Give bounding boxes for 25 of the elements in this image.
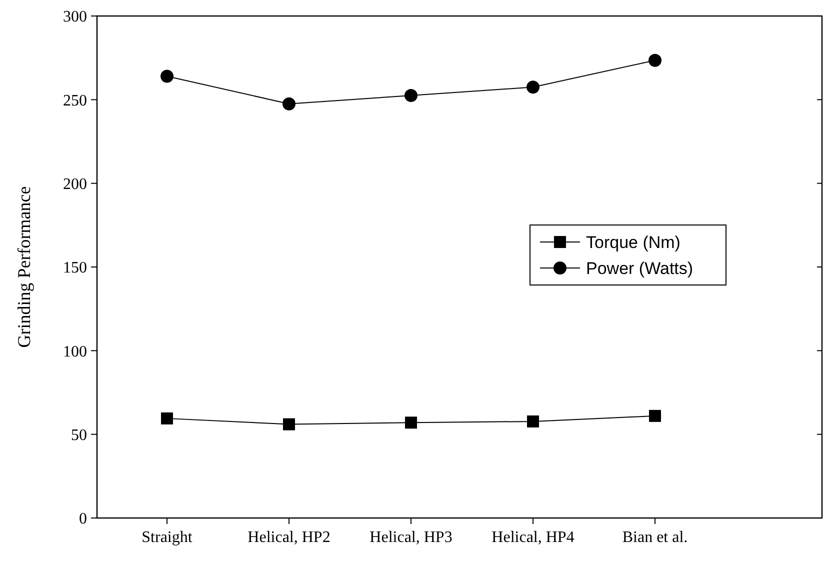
point [283, 418, 295, 430]
y-tick-label: 50 [71, 426, 87, 444]
y-tick-label: 0 [79, 510, 87, 528]
point [527, 415, 539, 428]
y-tick-label: 250 [63, 92, 87, 110]
point [282, 97, 296, 110]
legend-label: Power (Watts) [586, 258, 694, 278]
y-tick-label: 150 [63, 260, 87, 277]
y-tick-label: 200 [63, 176, 87, 193]
point [649, 410, 661, 422]
point [526, 80, 540, 94]
point [161, 412, 173, 424]
y-tick-label: 100 [63, 343, 87, 360]
point [160, 70, 174, 83]
x-tick-label: Helical, HP4 [492, 529, 574, 546]
point [405, 416, 417, 429]
point [404, 88, 418, 102]
x-tick-label: Straight [142, 529, 193, 546]
x-tick-label: Helical, HP3 [370, 529, 452, 546]
point [648, 54, 662, 67]
legend-label: Torque (Nm) [586, 232, 680, 252]
y-tick-label: 300 [63, 8, 87, 26]
x-tick-label: Bian et al. [622, 529, 688, 546]
y-axis-title: Grinding Performance [14, 186, 34, 348]
x-tick-label: Helical, HP2 [248, 529, 330, 546]
